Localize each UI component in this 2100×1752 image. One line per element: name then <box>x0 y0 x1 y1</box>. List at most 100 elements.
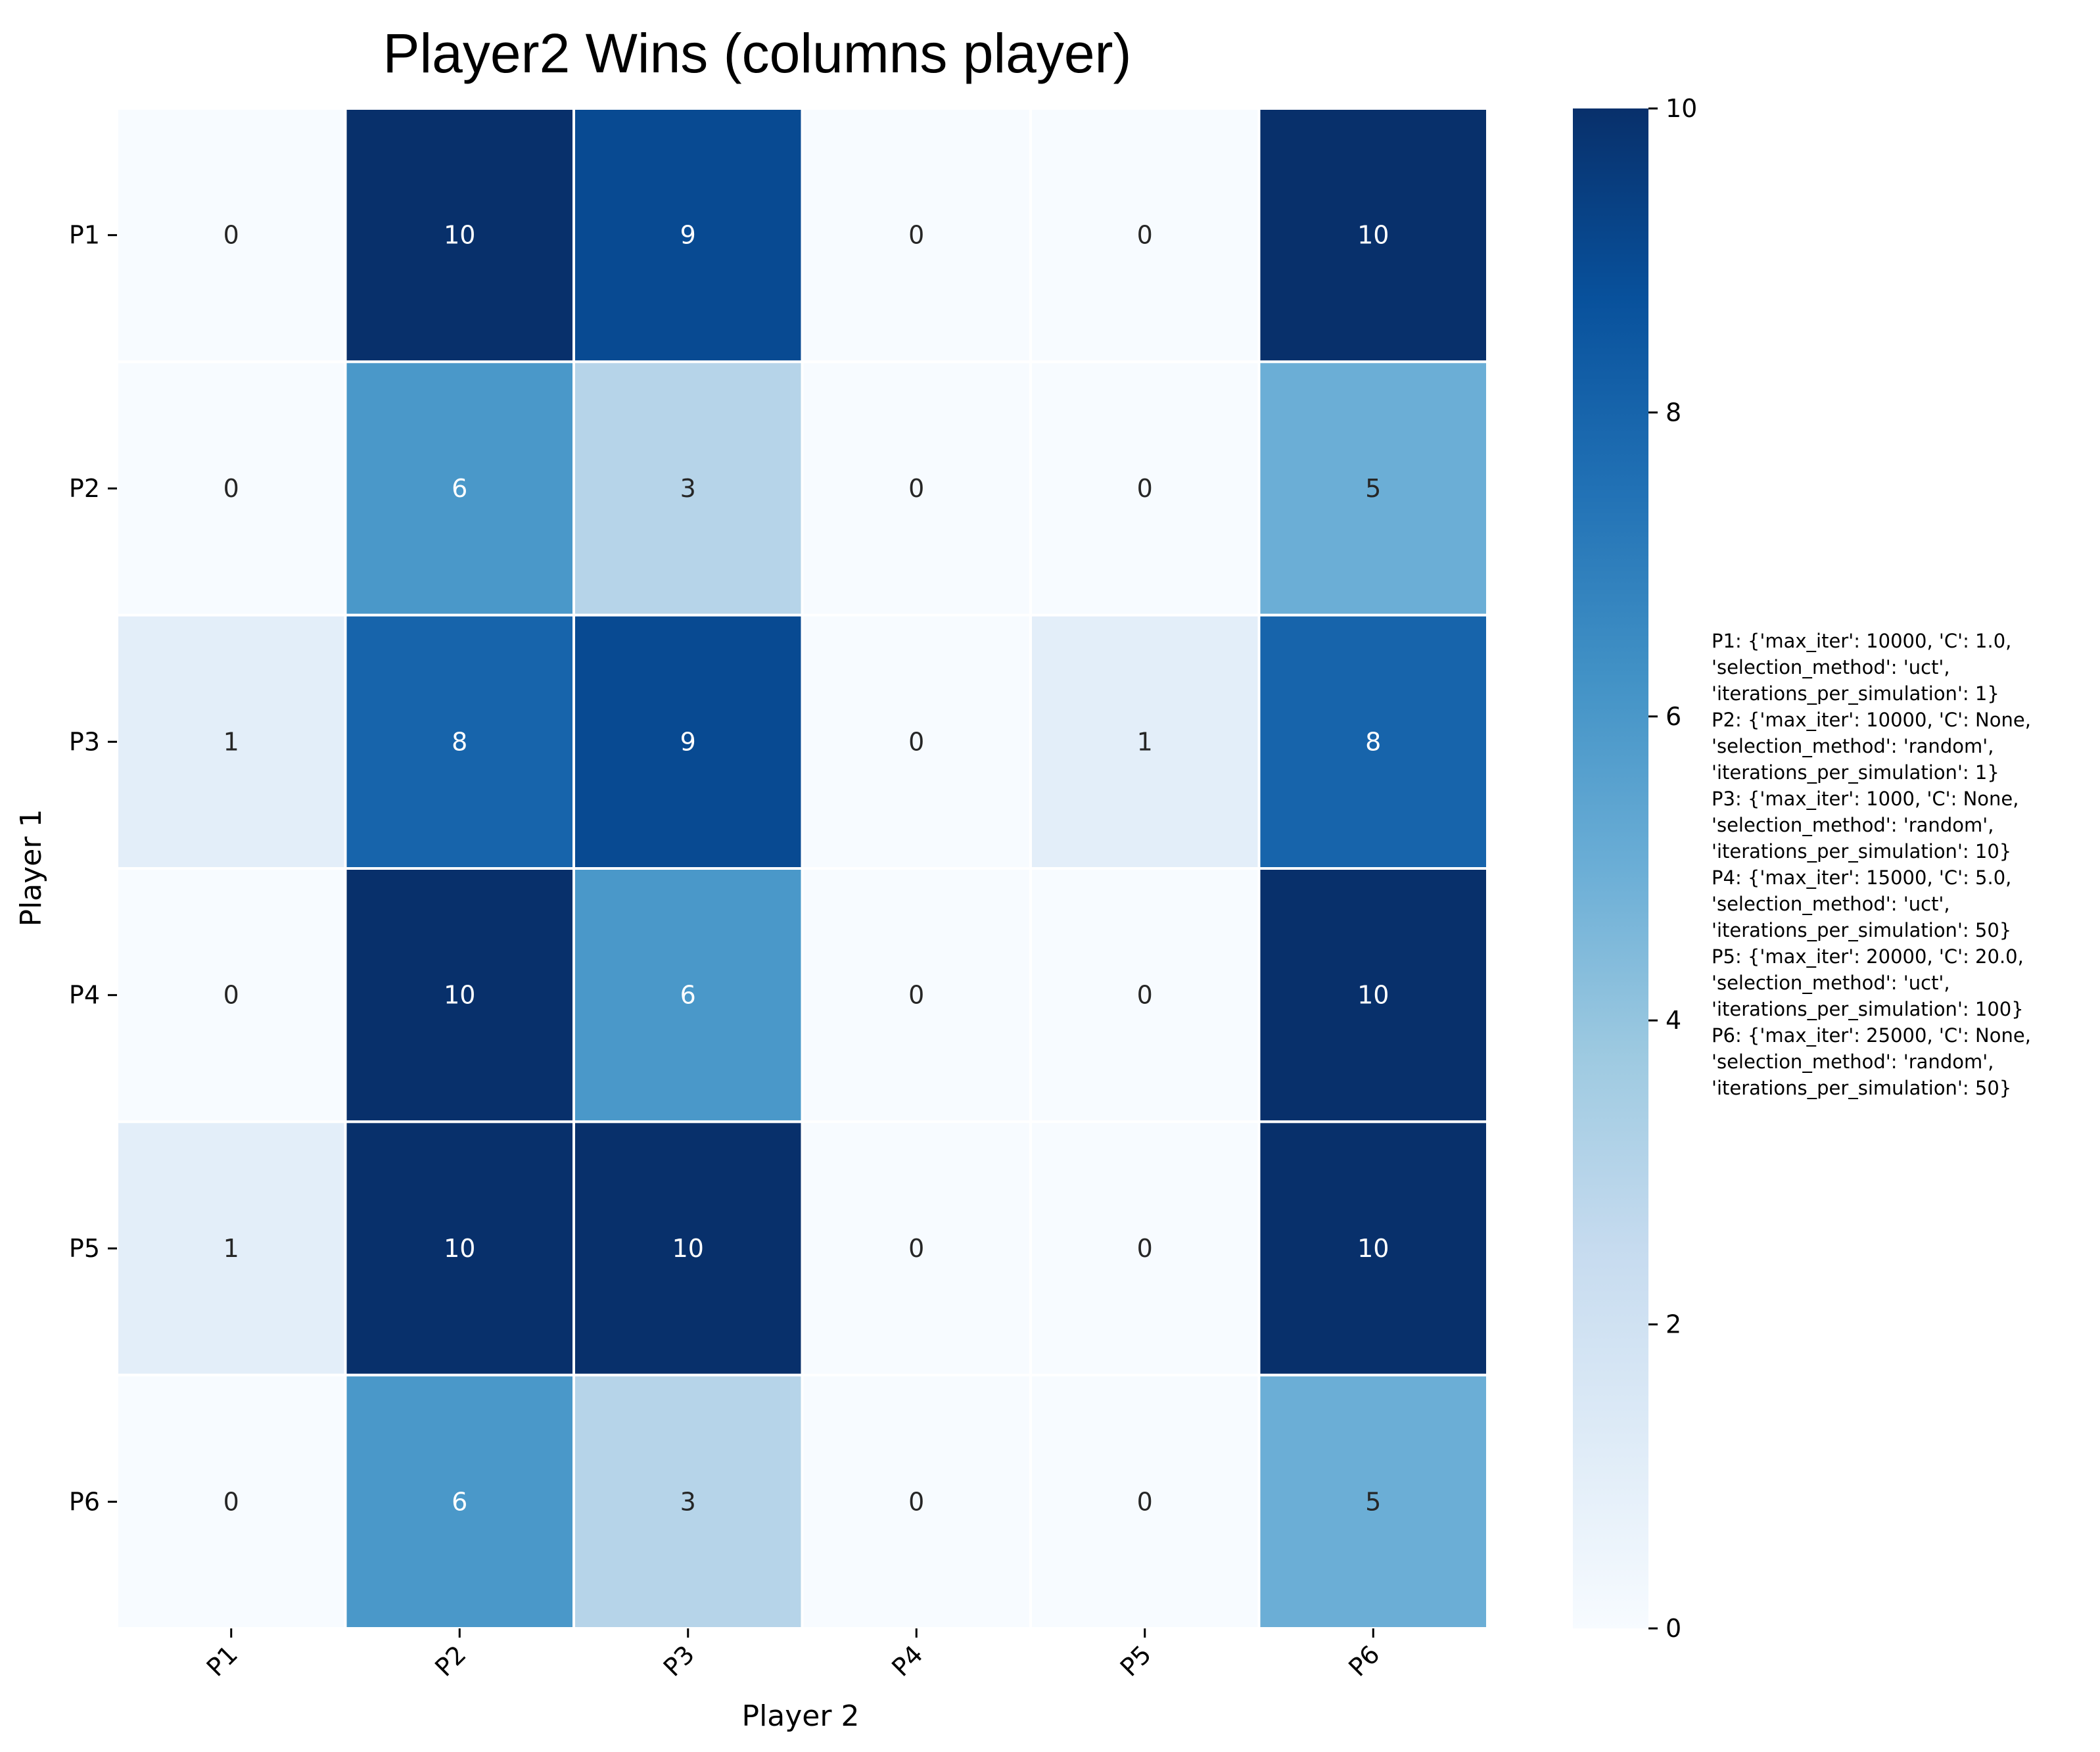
annotation-line: P1: {'max_iter': 10000, 'C': 1.0, <box>1712 630 2011 652</box>
y-tick-label: P6 <box>69 1487 100 1516</box>
annotation-line: 'iterations_per_simulation': 10} <box>1712 840 2011 863</box>
y-tick-label: P3 <box>69 727 100 756</box>
x-tick-label: P3 <box>658 1640 700 1682</box>
heatmap-cell <box>801 613 1032 870</box>
cell-value-label: 8 <box>1365 727 1381 756</box>
y-tick-label: P2 <box>69 474 100 503</box>
colorbar-tick-label: 2 <box>1666 1310 1681 1339</box>
heatmap-cell <box>344 107 575 364</box>
heatmap-cell <box>1257 867 1489 1124</box>
cell-value-label: 0 <box>908 1487 924 1516</box>
chart-title: Player2 Wins (columns player) <box>383 22 1131 84</box>
cell-value-label: 10 <box>1357 981 1389 1010</box>
cell-value-label: 10 <box>444 981 475 1010</box>
cell-value-label: 1 <box>223 727 239 756</box>
annotation-line: 'iterations_per_simulation': 100} <box>1712 998 2024 1020</box>
cell-value-label: 0 <box>908 474 924 503</box>
heatmap-cell <box>572 107 804 364</box>
cell-value-label: 0 <box>908 727 924 756</box>
heatmap-cell <box>116 1373 347 1630</box>
cell-value-label: 10 <box>444 221 475 250</box>
heatmap-cell <box>116 613 347 870</box>
heatmap-cell <box>1029 613 1261 870</box>
cell-value-label: 0 <box>908 1234 924 1263</box>
heatmap-cell <box>1257 1120 1489 1377</box>
x-axis-ticks: P1 P2 P3 P4 P5 P6 <box>201 1628 1386 1682</box>
cell-value-label: 6 <box>452 1487 467 1516</box>
y-tick-label: P1 <box>69 221 100 250</box>
heatmap-cell <box>1257 613 1489 870</box>
annotation-line: 'iterations_per_simulation': 50} <box>1712 919 2011 941</box>
heatmap-cell <box>801 107 1032 364</box>
heatmap-cells: 0 10 9 0 0 100 6 3 0 0 51 8 9 0 1 80 10 6 0 0 101 10 10 0 0 100 6 3… <box>116 107 1489 1630</box>
x-tick-label: P5 <box>1115 1640 1157 1682</box>
cell-value-label: 0 <box>908 981 924 1010</box>
annotation-line: 'selection_method': 'uct', <box>1712 656 1950 678</box>
heatmap-cell <box>1029 107 1261 364</box>
annotation-line: 'selection_method': 'uct', <box>1712 972 1950 994</box>
x-tick-label: P4 <box>886 1640 928 1682</box>
colorbar-tick-label: 6 <box>1666 702 1681 731</box>
heatmap-cell <box>344 613 575 870</box>
x-tick-label: P2 <box>429 1640 471 1682</box>
annotation-line: 'selection_method': 'random', <box>1712 1051 1994 1073</box>
x-tick-label: P6 <box>1343 1640 1385 1682</box>
cell-value-label: 0 <box>223 474 239 503</box>
heatmap-cell <box>1257 360 1489 617</box>
annotation-line: 'iterations_per_simulation': 50} <box>1712 1077 2011 1099</box>
annotation-line: 'iterations_per_simulation': 1} <box>1712 682 1999 705</box>
heatmap-cell <box>572 1120 804 1377</box>
cell-value-label: 0 <box>1137 981 1153 1010</box>
cell-value-label: 10 <box>1357 221 1389 250</box>
x-axis-label: Player 2 <box>742 1699 860 1733</box>
cell-value-label: 3 <box>680 474 696 503</box>
cell-value-label: 0 <box>1137 221 1153 250</box>
colorbar-ticks: 0 2 4 6 8 10 <box>1648 94 1697 1643</box>
heatmap-cell <box>116 1120 347 1377</box>
colorbar-tick-label: 4 <box>1666 1006 1681 1035</box>
cell-value-label: 3 <box>680 1487 696 1516</box>
heatmap-cell <box>801 1120 1032 1377</box>
cell-value-label: 10 <box>672 1234 704 1263</box>
cell-value-label: 6 <box>452 474 467 503</box>
heatmap-cell <box>572 867 804 1124</box>
annotation-line: 'selection_method': 'uct', <box>1712 893 1950 915</box>
annotation-line: 'selection_method': 'random', <box>1712 814 1994 836</box>
cell-value-label: 9 <box>680 727 696 756</box>
x-tick-label: P1 <box>201 1640 243 1682</box>
heatmap-cell <box>801 867 1032 1124</box>
annotation-line: P3: {'max_iter': 1000, 'C': None, <box>1712 788 2018 810</box>
heatmap-cell <box>801 360 1032 617</box>
cell-value-label: 0 <box>223 221 239 250</box>
y-tick-label: P5 <box>69 1234 100 1263</box>
cell-value-label: 10 <box>1357 1234 1389 1263</box>
cell-value-label: 0 <box>1137 474 1153 503</box>
cell-value-label: 9 <box>680 221 696 250</box>
cell-value-label: 1 <box>223 1234 239 1263</box>
heatmap-cell <box>1029 1120 1261 1377</box>
cell-value-label: 0 <box>223 1487 239 1516</box>
annotation-line: P5: {'max_iter': 20000, 'C': 20.0, <box>1712 945 2024 968</box>
colorbar-tick-label: 10 <box>1666 94 1697 123</box>
heatmap-cell <box>1029 1373 1261 1630</box>
cell-value-label: 0 <box>908 221 924 250</box>
cell-value-label: 10 <box>444 1234 475 1263</box>
cell-value-label: 5 <box>1365 474 1381 503</box>
heatmap-cell <box>344 867 575 1124</box>
heatmap-cell <box>344 360 575 617</box>
colorbar-tick-label: 0 <box>1666 1614 1681 1643</box>
annotation-line: 'iterations_per_simulation': 1} <box>1712 761 1999 784</box>
heatmap-cell <box>1029 867 1261 1124</box>
colorbar-tick-label: 8 <box>1666 398 1681 427</box>
cell-value-label: 8 <box>452 727 467 756</box>
cell-value-label: 0 <box>1137 1487 1153 1516</box>
heatmap-cell <box>572 613 804 870</box>
heatmap-cell <box>1257 1373 1489 1630</box>
y-axis-label: Player 1 <box>14 809 48 927</box>
y-axis-ticks: P1 P2 P3 P4 P5 P6 <box>69 221 117 1516</box>
player-config-annotation: P1: {'max_iter': 10000, 'C': 1.0, 'select… <box>1712 630 2031 1099</box>
annotation-line: P2: {'max_iter': 10000, 'C': None, <box>1712 709 2031 731</box>
cell-value-label: 6 <box>680 981 696 1010</box>
cell-value-label: 0 <box>223 981 239 1010</box>
